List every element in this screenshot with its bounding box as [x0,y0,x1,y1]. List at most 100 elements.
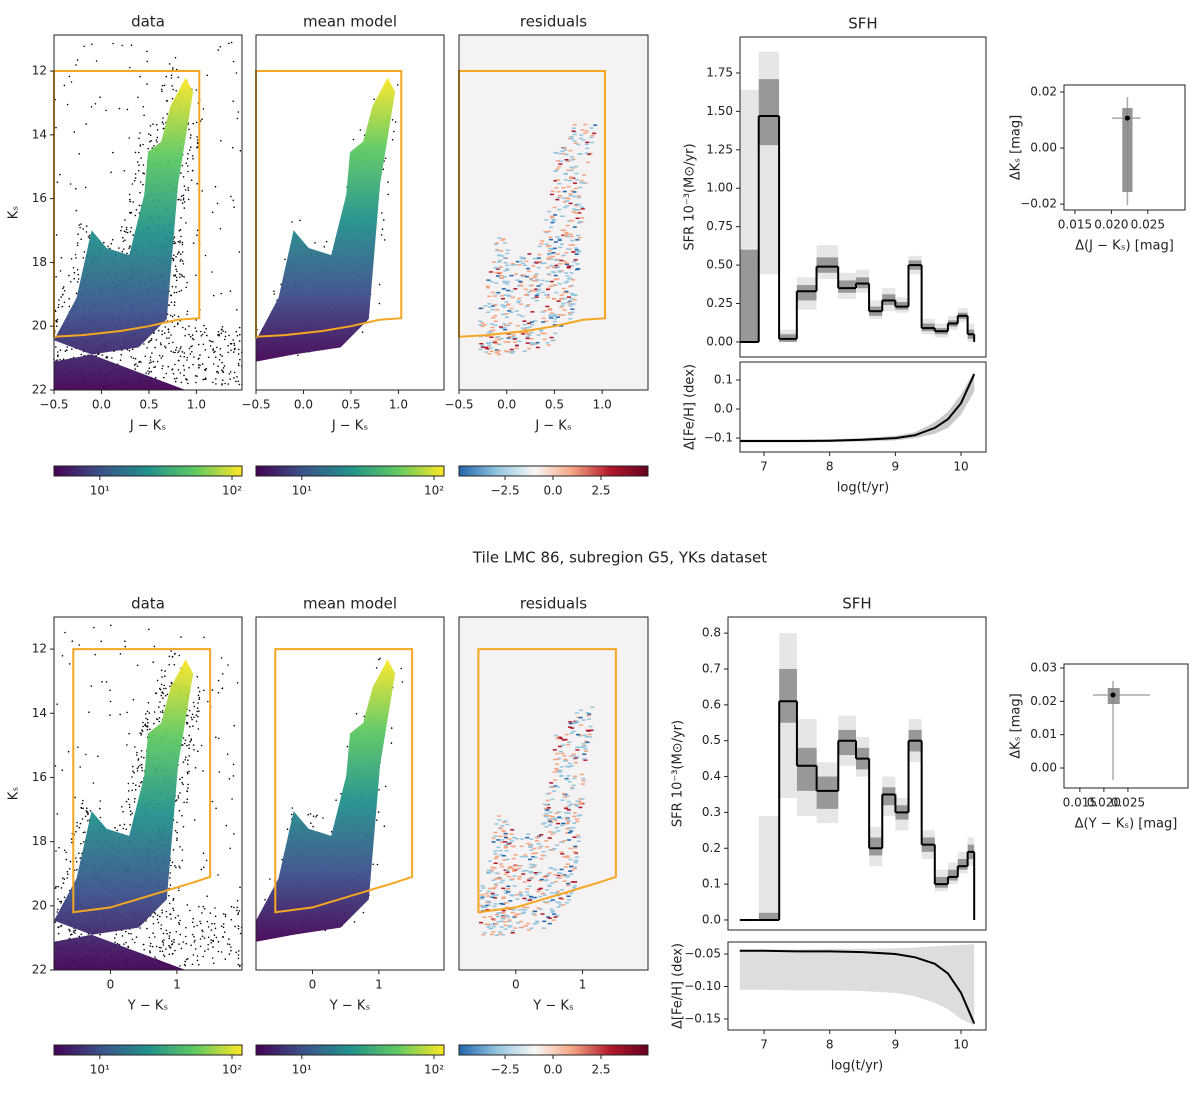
residual-cell [585,712,590,714]
residual-cell [557,877,562,879]
residual-cell [537,245,542,248]
star-point [299,219,301,222]
y-tick-label: 14 [32,127,47,141]
star-point [163,687,165,690]
y-tick-label: 22 [32,963,47,977]
star-point [222,926,225,929]
residual-cell [575,209,580,211]
star-point [146,347,148,349]
residual-cell [516,867,521,870]
star-point [177,198,179,201]
x-tick-label: 0.015 [1058,218,1092,232]
residual-cell [583,734,587,736]
panel-title: mean model [303,595,397,613]
colorbar [458,1044,649,1056]
residual-cell [571,127,576,129]
x-tick-label: 0 [309,978,317,992]
star-point [79,226,81,229]
residual-cell [494,823,499,825]
residual-cell [572,758,577,760]
star-point [77,278,80,280]
residual-cell [498,271,503,274]
star-point [183,742,186,745]
residual-cell [532,847,537,850]
residual-cell [567,804,572,807]
star-point [225,824,228,827]
residual-cell [578,802,583,804]
residual-cell [561,197,566,199]
star-point [138,137,140,140]
residual-cell [569,732,574,734]
star-point [195,121,198,124]
star-point [186,310,189,313]
residual-cell [485,900,490,903]
x-tick-label: 9 [892,460,900,474]
residual-cell [496,336,501,338]
star-point [131,789,133,792]
star-point [401,681,404,683]
star-point [129,824,131,826]
residual-cell [576,268,581,270]
residual-cell [553,734,558,737]
star-point [58,299,60,301]
star-point [220,657,223,659]
residual-cell [567,781,572,783]
star-point [174,242,177,244]
residual-cell [528,844,533,847]
residual-cell [481,934,486,936]
star-point [63,878,66,880]
star-point [119,359,122,362]
x-tick-label: 10 [953,1038,968,1052]
star-point [400,667,403,670]
residual-cell [575,263,580,265]
residual-cell [572,836,577,838]
residual-cell [579,773,584,776]
residual-cell [582,174,586,176]
selection-region [477,648,617,914]
star-point [149,356,152,358]
residual-cell [519,256,524,259]
star-point [233,206,235,208]
star-point [187,189,190,191]
star-point [204,349,207,351]
residual-cell [525,836,530,839]
residual-cell [495,934,499,936]
residual-cell [520,327,525,329]
residual-cell [482,324,487,326]
residual-cell [501,896,506,899]
residual-cell [574,818,579,820]
residual-cell [577,153,582,155]
residual-cell [529,289,534,292]
star-point [170,294,173,297]
star-point [179,347,181,350]
residual-cell [570,190,575,192]
star-point [78,935,81,938]
star-point [129,200,131,203]
star-point [140,756,143,758]
x-tick-label: 0.5 [139,398,158,412]
residual-cell [571,784,576,787]
residual-cell [560,243,564,245]
star-point [107,245,109,248]
residual-cell [571,294,576,296]
y-tick-label: 0.01 [1030,727,1057,741]
star-point [161,950,164,953]
star-point [204,378,206,381]
residual-cell [524,275,529,278]
residual-cell [502,921,507,923]
residual-cell [497,237,502,239]
y-tick-label: 0.2 [702,841,721,855]
residual-cell [561,153,566,155]
residual-cell [504,846,509,848]
residual-cell [563,179,568,181]
inner-band [869,837,883,856]
residual-cell [575,856,580,858]
inner-band [882,787,896,806]
star-point [193,705,196,708]
star-point [146,83,148,85]
residual-cell [570,881,575,883]
residual-cell [510,264,515,266]
residual-cell [537,888,542,891]
